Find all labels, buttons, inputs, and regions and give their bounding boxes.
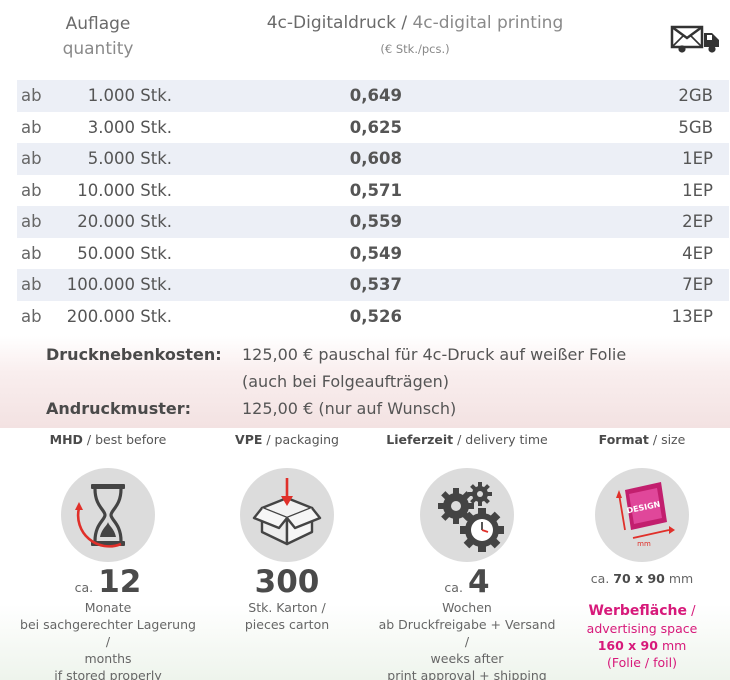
row-prefix: ab: [21, 275, 42, 295]
table-row: ab 1.000 Stk. 0,649 2GB: [17, 80, 729, 112]
row-prefix: ab: [21, 117, 42, 137]
row-quantity: 1.000 Stk.: [87, 86, 172, 106]
side-costs-label: Drucknebenkosten:: [46, 345, 222, 364]
approx-label: ca.: [74, 580, 94, 595]
print-header: 4c-Digitaldruck / 4c-digital printing (€…: [230, 12, 600, 60]
row-shipping: 1EP: [682, 180, 713, 200]
format-size: ca. 70 x 90 mm: [590, 571, 694, 586]
row-quantity: 5.000 Stk.: [87, 149, 172, 169]
box-icon: [240, 468, 334, 562]
row-shipping: 13EP: [671, 306, 713, 326]
proof-label: Andruckmuster:: [46, 399, 192, 418]
row-shipping: 7EP: [682, 275, 713, 295]
advertising-area-material: (Folie / foil): [607, 655, 677, 670]
table-row: ab 20.000 Stk. 0,559 2EP: [17, 206, 729, 238]
row-prefix: ab: [21, 306, 42, 326]
feature-format: Format / size DESIGN mm ca. 70 x 90 mm W…: [552, 428, 730, 671]
proof-value: 125,00 € (nur auf Wunsch): [242, 399, 457, 418]
advertising-area-title: Werbefläche /: [588, 603, 696, 619]
table-row: ab 5.000 Stk. 0,608 1EP: [17, 143, 729, 175]
advertising-area-en: advertising space: [586, 621, 698, 636]
quantity-header-de: Auflage: [65, 14, 131, 34]
table-row: ab 100.000 Stk. 0,537 7EP: [17, 269, 729, 301]
row-price: 0,625: [349, 117, 402, 137]
row-quantity: 100.000 Stk.: [66, 275, 172, 295]
advertising-area-size: 160 x 90 mm: [597, 638, 687, 653]
truck-mail-icon: [670, 25, 719, 53]
print-unit: (€ Stk./pcs.): [380, 42, 450, 56]
row-price: 0,526: [349, 306, 402, 326]
row-prefix: ab: [21, 149, 42, 169]
delivery-value: 4: [468, 564, 490, 600]
row-prefix: ab: [21, 86, 42, 106]
row-price: 0,559: [349, 212, 402, 232]
table-header: Auflage quantity 4c-Digitaldruck / 4c-di…: [0, 0, 730, 80]
row-price: 0,649: [349, 86, 402, 106]
row-prefix: ab: [21, 180, 42, 200]
best-before-line3: months: [84, 651, 132, 666]
table-row: ab 50.000 Stk. 0,549 4EP: [17, 238, 729, 270]
row-shipping: 2EP: [682, 212, 713, 232]
print-header-sep: /: [395, 13, 413, 33]
print-header-de: 4c-Digitaldruck: [266, 13, 396, 33]
row-price: 0,571: [349, 180, 402, 200]
row-quantity: 200.000 Stk.: [66, 306, 172, 326]
row-prefix: ab: [21, 212, 42, 232]
feature-packaging: VPE / packaging 300 Stk. Karton / pieces…: [197, 428, 377, 633]
best-before-line1: Monate: [84, 600, 132, 615]
feature-delivery-time: Lieferzeit / delivery time: [377, 428, 557, 680]
print-header-en: 4c-digital printing: [412, 13, 564, 33]
side-costs-line2: (auch bei Folgeaufträgen): [242, 372, 449, 391]
label-size-icon: DESIGN mm: [595, 468, 689, 562]
approx-label: ca.: [444, 580, 463, 595]
side-costs-line1: 125,00 € pauschal für 4c-Druck auf weiße…: [242, 345, 627, 364]
additional-costs: Drucknebenkosten: 125,00 € pauschal für …: [0, 336, 730, 428]
quantity-header-en: quantity: [62, 39, 134, 59]
best-before-line2: bei sachgerechter Lagerung /: [20, 617, 196, 649]
feature-title: Lieferzeit / delivery time: [386, 432, 548, 447]
row-quantity: 50.000 Stk.: [77, 243, 172, 263]
row-price: 0,537: [349, 275, 402, 295]
product-features: MHD / best before ca. 12 Monate bei sach…: [0, 428, 730, 680]
best-before-line4: if stored properly: [54, 668, 162, 680]
row-quantity: 10.000 Stk.: [77, 180, 172, 200]
feature-best-before: MHD / best before ca. 12 Monate bei sach…: [18, 428, 198, 680]
delivery-line2: ab Druckfreigabe + Versand /: [378, 617, 556, 649]
row-price: 0,549: [349, 243, 402, 263]
feature-title: VPE / packaging: [235, 432, 339, 447]
row-prefix: ab: [21, 243, 42, 263]
packaging-line1: Stk. Karton /: [248, 600, 326, 615]
row-price: 0,608: [349, 149, 402, 169]
delivery-line3: weeks after: [430, 651, 504, 666]
packaging-line2: pieces carton: [244, 617, 330, 632]
packaging-value: 300: [254, 564, 320, 600]
row-shipping: 2GB: [678, 86, 713, 106]
row-shipping: 4EP: [682, 243, 713, 263]
hourglass-icon: [61, 468, 155, 562]
feature-title: MHD / best before: [49, 432, 167, 447]
price-table: ab 1.000 Stk. 0,649 2GB ab 3.000 Stk. 0,…: [17, 80, 729, 332]
row-quantity: 20.000 Stk.: [77, 212, 172, 232]
quantity-header: Auflage quantity: [48, 12, 148, 62]
table-row: ab 10.000 Stk. 0,571 1EP: [17, 175, 729, 207]
table-row: ab 200.000 Stk. 0,526 13EP: [17, 301, 729, 333]
table-row: ab 3.000 Stk. 0,625 5GB: [17, 112, 729, 144]
delivery-line4: print approval + shipping: [387, 668, 547, 680]
feature-title: Format / size: [598, 432, 686, 447]
row-quantity: 3.000 Stk.: [87, 117, 172, 137]
gears-clock-icon: [420, 468, 514, 562]
delivery-line1: Wochen: [442, 600, 492, 615]
best-before-value: 12: [98, 564, 142, 600]
mm-label: mm: [637, 540, 651, 548]
row-shipping: 1EP: [682, 149, 713, 169]
row-shipping: 5GB: [678, 117, 713, 137]
